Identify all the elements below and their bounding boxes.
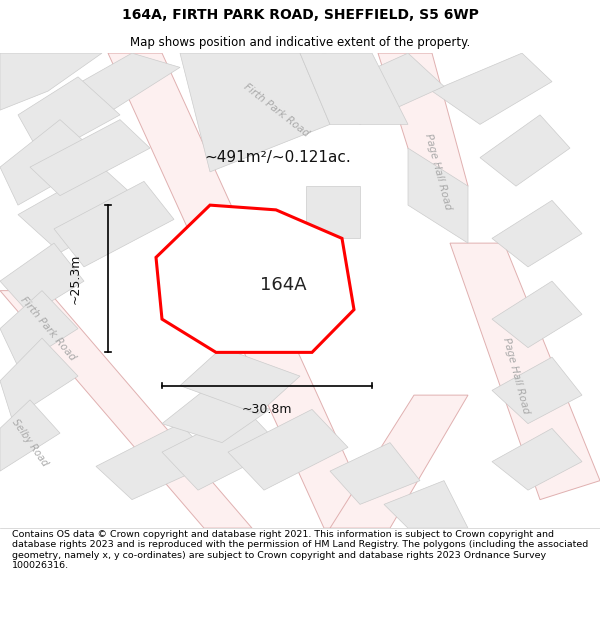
Polygon shape: [480, 115, 570, 186]
Polygon shape: [18, 167, 144, 252]
Polygon shape: [0, 119, 102, 205]
Polygon shape: [0, 291, 252, 528]
Text: ~491m²/~0.121ac.: ~491m²/~0.121ac.: [204, 150, 351, 165]
Polygon shape: [108, 53, 378, 528]
Text: Firth Park Road: Firth Park Road: [241, 82, 311, 139]
Text: ~30.8m: ~30.8m: [242, 403, 292, 416]
Polygon shape: [18, 77, 120, 158]
Polygon shape: [228, 409, 348, 490]
Polygon shape: [54, 181, 174, 267]
Text: Page Hall Road: Page Hall Road: [423, 132, 453, 211]
Text: Contains OS data © Crown copyright and database right 2021. This information is : Contains OS data © Crown copyright and d…: [12, 530, 588, 570]
Polygon shape: [450, 243, 600, 499]
Polygon shape: [492, 201, 582, 267]
Polygon shape: [330, 442, 420, 504]
Text: Page Hall Road: Page Hall Road: [501, 337, 531, 416]
Polygon shape: [384, 481, 468, 528]
Polygon shape: [162, 409, 282, 490]
Polygon shape: [0, 291, 78, 367]
Polygon shape: [180, 53, 330, 172]
Polygon shape: [432, 53, 552, 124]
Polygon shape: [180, 348, 300, 414]
Polygon shape: [492, 428, 582, 490]
Text: 164A, FIRTH PARK ROAD, SHEFFIELD, S5 6WP: 164A, FIRTH PARK ROAD, SHEFFIELD, S5 6WP: [122, 8, 478, 22]
Polygon shape: [0, 400, 60, 471]
Text: 164A: 164A: [260, 276, 307, 294]
Polygon shape: [492, 281, 582, 348]
Polygon shape: [492, 357, 582, 424]
Text: Firth Park Road: Firth Park Road: [19, 295, 77, 362]
Text: Map shows position and indicative extent of the property.: Map shows position and indicative extent…: [130, 36, 470, 49]
Polygon shape: [378, 53, 468, 186]
Polygon shape: [300, 53, 408, 124]
Polygon shape: [162, 386, 270, 442]
Polygon shape: [0, 243, 84, 314]
Text: Selby Road: Selby Road: [10, 417, 50, 468]
Text: ~25.3m: ~25.3m: [68, 254, 82, 304]
Polygon shape: [156, 205, 354, 352]
Polygon shape: [0, 338, 78, 419]
Polygon shape: [324, 53, 444, 124]
Polygon shape: [0, 53, 102, 110]
Polygon shape: [48, 53, 180, 124]
Polygon shape: [96, 424, 216, 499]
Polygon shape: [330, 395, 468, 528]
Polygon shape: [408, 148, 468, 243]
Polygon shape: [306, 186, 360, 238]
Polygon shape: [30, 119, 150, 196]
Polygon shape: [240, 53, 360, 110]
